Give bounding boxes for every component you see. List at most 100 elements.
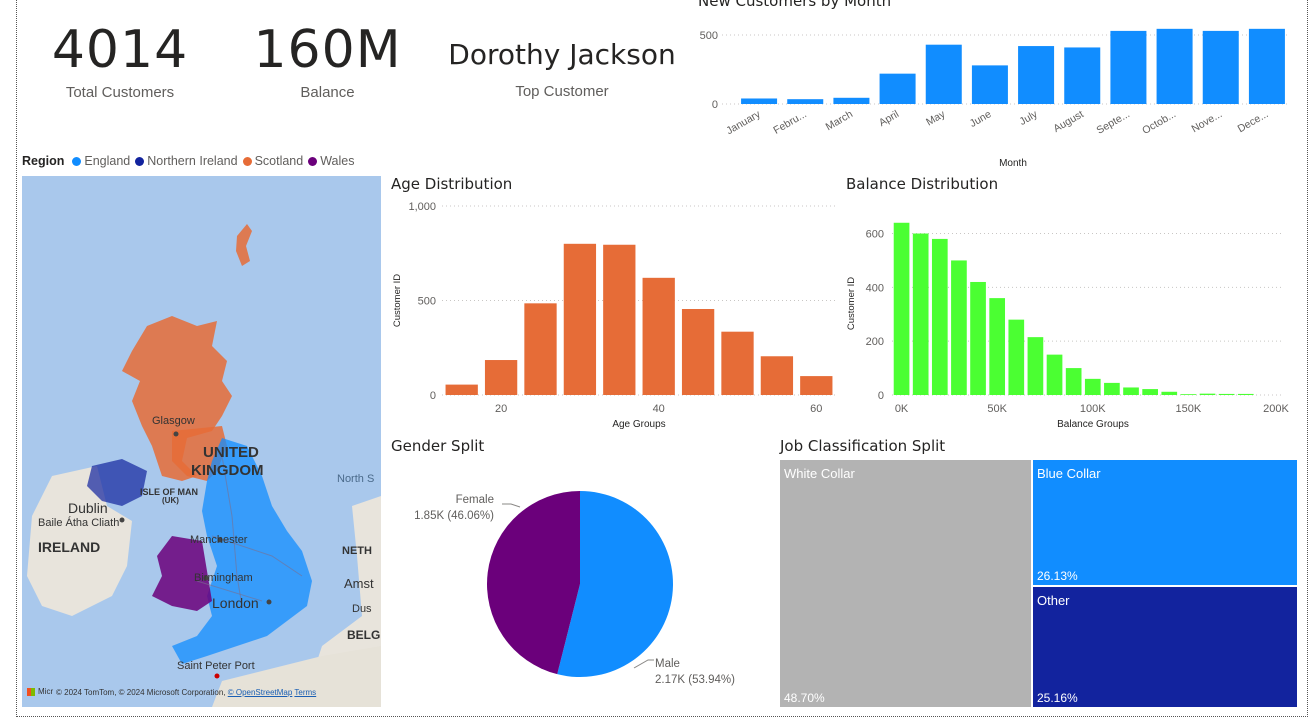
x-tick-label: 200K xyxy=(1263,403,1289,415)
y-tick-label: 0 xyxy=(430,390,436,402)
balance-distribution-chart: 0 200 400 600 0K 50K 100K 150K 200K Balance Group… xyxy=(846,222,1290,430)
bar-balance xyxy=(989,298,1006,395)
bar-age xyxy=(760,356,794,395)
treemap-cell-blue-collar[interactable]: Blue Collar 26.13% xyxy=(1032,459,1298,586)
bar-balance xyxy=(1008,319,1025,395)
attribution-osm-link[interactable]: © OpenStreetMap xyxy=(227,688,293,697)
bar-month xyxy=(741,98,778,104)
job-split-title: Job Classification Split xyxy=(780,437,946,455)
shetland-island xyxy=(236,224,252,266)
total-customers-label: Total Customers xyxy=(65,84,175,101)
treemap-percent: 26.13% xyxy=(1037,569,1078,583)
x-tick-label: August xyxy=(1051,108,1085,135)
age-distribution-chart: 0 500 1,000 20 40 60 Age Groups Customer ID xyxy=(392,201,836,430)
france-land xyxy=(212,646,381,707)
bar-month xyxy=(1156,28,1193,104)
age-distribution-title: Age Distribution xyxy=(391,175,513,193)
y-tick-label: 0 xyxy=(878,390,884,402)
x-axis-title: Age Groups xyxy=(612,419,665,430)
gender-split-chart: Male 2.17K (53.94%) Female 1.85K (46.06%) xyxy=(414,491,735,686)
attribution-terms-link[interactable]: Terms xyxy=(294,688,317,697)
bar-age xyxy=(642,277,675,395)
x-tick-label: 150K xyxy=(1176,403,1202,415)
legend-scotland[interactable]: Scotland xyxy=(242,154,304,168)
bar-balance xyxy=(1104,382,1120,395)
treemap-label: Blue Collar xyxy=(1037,466,1101,481)
pie-value-male: 2.17K (53.94%) xyxy=(655,674,735,686)
map-label-neth: NETH xyxy=(342,545,372,557)
x-tick-label: January xyxy=(724,108,763,137)
bar-balance xyxy=(951,260,967,395)
wales-region xyxy=(152,536,212,611)
new-customers-chart: 0 500 January Febru... March April May June July… xyxy=(700,28,1290,169)
bar-balance xyxy=(970,281,986,395)
y-axis-title: Customer ID xyxy=(846,277,857,330)
pie-label-male: Male xyxy=(655,658,680,670)
gender-split-title: Gender Split xyxy=(391,437,485,455)
map-label-belg: BELG xyxy=(347,628,381,642)
y-tick-label: 200 xyxy=(866,336,884,348)
bar-balance xyxy=(893,222,910,395)
map-shapes xyxy=(27,224,381,707)
bar-month xyxy=(925,44,962,104)
map-label-amst: Amst xyxy=(344,576,374,591)
bar-balance xyxy=(1065,368,1082,395)
scotland-region xyxy=(122,316,232,481)
map-logo: Micr xyxy=(27,687,53,696)
city-dot xyxy=(266,599,272,605)
report-canvas xyxy=(16,0,1308,717)
bar-balance xyxy=(1046,354,1063,395)
x-tick-label: Nove... xyxy=(1189,108,1224,135)
bar-balance xyxy=(1237,393,1254,395)
region-map[interactable]: UNITED KINGDOM Glasgow ISLE OF MAN (UK) … xyxy=(22,176,381,707)
legend-label: Wales xyxy=(320,154,355,168)
x-tick-label: 40 xyxy=(653,403,665,415)
bar-age xyxy=(445,384,478,395)
bar-month xyxy=(1202,30,1239,104)
map-label-manchester: Manchester xyxy=(190,534,248,546)
x-tick-label: 60 xyxy=(810,403,822,415)
treemap-cell-other[interactable]: Other 25.16% xyxy=(1032,586,1298,708)
x-tick-label: March xyxy=(824,108,855,133)
y-tick-label: 500 xyxy=(418,296,436,308)
legend-label: Northern Ireland xyxy=(147,154,238,168)
legend-england[interactable]: England xyxy=(72,154,130,168)
bar-age xyxy=(603,244,636,395)
legend-dot xyxy=(308,156,318,166)
bar-balance xyxy=(1218,393,1235,395)
y-tick-label: 600 xyxy=(866,229,884,241)
road-line xyxy=(221,455,243,607)
bar-balance xyxy=(912,233,929,395)
treemap-cell-white-collar[interactable]: White Collar 48.70% xyxy=(779,459,1032,708)
map-label-north-sea: North S xyxy=(337,473,375,485)
bar-balance xyxy=(1027,337,1044,395)
legend-wales[interactable]: Wales xyxy=(308,154,354,168)
attribution-text: © 2024 TomTom, © 2024 Microsoft Corporat… xyxy=(56,688,226,697)
ireland-land xyxy=(27,466,132,616)
x-tick-label: Febru... xyxy=(771,108,808,136)
legend-northern-ireland[interactable]: Northern Ireland xyxy=(135,154,238,168)
city-dot xyxy=(217,537,223,543)
bar-age xyxy=(524,303,557,395)
top-customer-label: Top Customer xyxy=(515,83,609,100)
northern-ireland-region xyxy=(87,459,147,506)
england-region xyxy=(172,438,312,664)
bar-balance xyxy=(1161,391,1178,395)
map-label-dus: Dus xyxy=(352,603,372,615)
bar-month xyxy=(1248,28,1285,104)
x-axis-title: Balance Groups xyxy=(1057,419,1129,430)
treemap-percent: 48.70% xyxy=(784,691,825,705)
legend-dot xyxy=(135,156,145,166)
balance-value: 160M xyxy=(253,20,402,80)
legend-label: Scotland xyxy=(254,154,304,168)
bar-age xyxy=(721,331,754,395)
city-dot xyxy=(173,431,179,437)
bar-balance xyxy=(931,238,948,395)
y-tick-label: 1,000 xyxy=(408,201,436,213)
legend-title: Region xyxy=(22,154,65,168)
map-label-kingdom: KINGDOM xyxy=(191,462,264,479)
x-tick-label: 50K xyxy=(987,403,1007,415)
bar-month xyxy=(971,65,1008,104)
x-tick-label: 100K xyxy=(1080,403,1106,415)
y-tick-label: 0 xyxy=(712,99,718,111)
